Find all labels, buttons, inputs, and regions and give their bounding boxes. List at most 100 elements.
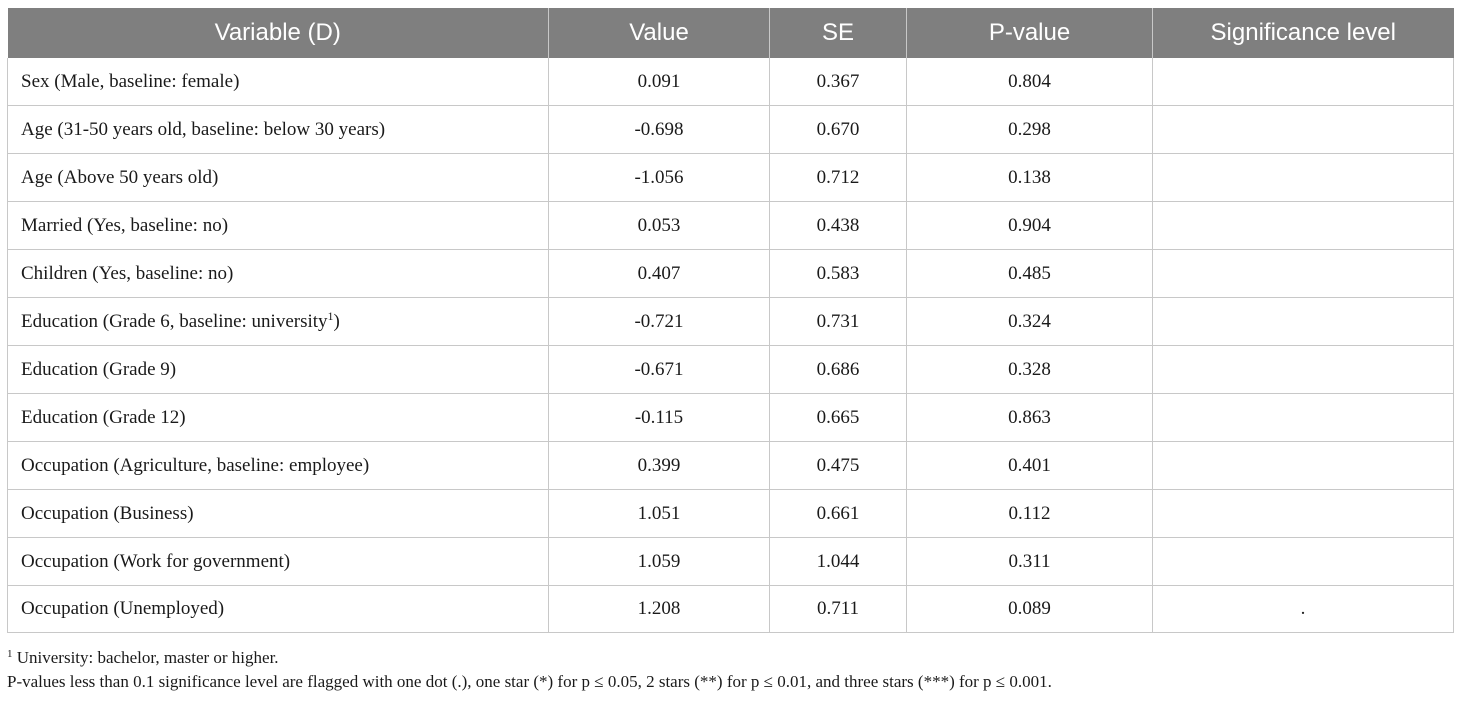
cell-value: -0.698 [548, 105, 770, 154]
variable-label: Education (Grade 9) [21, 358, 177, 380]
cell-p-value: 0.112 [906, 489, 1153, 538]
table-header: Variable (D) Value SE P-value Significan… [7, 8, 1454, 58]
cell-significance [1152, 297, 1454, 346]
table-row: Occupation (Agriculture, baseline: emplo… [7, 441, 1454, 490]
cell-variable: Occupation (Work for government) [7, 537, 549, 586]
header-se: SE [769, 8, 907, 58]
cell-se: 0.438 [769, 201, 907, 250]
table-row: Age (Above 50 years old) -1.056 0.712 0.138 [7, 153, 1454, 202]
cell-value: 1.208 [548, 585, 770, 633]
cell-value: -1.056 [548, 153, 770, 202]
table-body: Sex (Male, baseline: female) 0.091 0.367 0.… [7, 58, 1454, 633]
cell-value: 0.399 [548, 441, 770, 490]
cell-value: 0.053 [548, 201, 770, 250]
cell-p-value: 0.904 [906, 201, 1153, 250]
cell-p-value: 0.138 [906, 153, 1153, 202]
cell-value: 1.051 [548, 489, 770, 538]
cell-value: -0.671 [548, 345, 770, 394]
cell-variable: Occupation (Unemployed) [7, 585, 549, 633]
cell-significance [1152, 393, 1454, 442]
cell-p-value: 0.311 [906, 537, 1153, 586]
cell-significance [1152, 441, 1454, 490]
cell-variable: Occupation (Business) [7, 489, 549, 538]
cell-variable: Children (Yes, baseline: no) [7, 249, 549, 298]
table-row: Occupation (Work for government) 1.059 1.0… [7, 537, 1454, 586]
cell-se: 0.583 [769, 249, 907, 298]
table-row: Age (31-50 years old, baseline: below 30… [7, 105, 1454, 154]
cell-significance [1152, 105, 1454, 154]
cell-p-value: 0.324 [906, 297, 1153, 346]
cell-se: 0.670 [769, 105, 907, 154]
header-variable: Variable (D) [7, 8, 549, 58]
cell-value: 0.407 [548, 249, 770, 298]
table-row: Sex (Male, baseline: female) 0.091 0.367 0.… [7, 58, 1454, 106]
variable-label: Education (Grade 6, baseline: university [21, 310, 328, 332]
cell-variable: Education (Grade 12) [7, 393, 549, 442]
cell-variable: Education (Grade 9) [7, 345, 549, 394]
cell-significance [1152, 537, 1454, 586]
variable-label: Age (Above 50 years old) [21, 166, 219, 188]
cell-significance [1152, 345, 1454, 394]
variable-label: Sex (Male, baseline: female) [21, 70, 240, 92]
cell-variable: Age (Above 50 years old) [7, 153, 549, 202]
cell-variable: Occupation (Agriculture, baseline: emplo… [7, 441, 549, 490]
cell-p-value: 0.401 [906, 441, 1153, 490]
cell-significance [1152, 489, 1454, 538]
variable-label-suffix: ) [333, 310, 340, 332]
cell-value: 0.091 [548, 58, 770, 106]
cell-se: 0.665 [769, 393, 907, 442]
variable-label: Age (31-50 years old, baseline: below 30… [21, 118, 386, 140]
table-row: Occupation (Business) 1.051 0.661 0.112 [7, 489, 1454, 538]
cell-significance [1152, 249, 1454, 298]
cell-se: 0.475 [769, 441, 907, 490]
cell-value: -0.115 [548, 393, 770, 442]
variable-label: Occupation (Business) [21, 502, 194, 524]
variable-label: Occupation (Unemployed) [21, 598, 225, 619]
variable-label: Occupation (Agriculture, baseline: emplo… [21, 454, 370, 476]
cell-se: 0.367 [769, 58, 907, 106]
header-value: Value [548, 8, 770, 58]
footnote-1-text: University: bachelor, master or higher. [12, 648, 279, 667]
cell-p-value: 0.328 [906, 345, 1153, 394]
variable-label: Married (Yes, baseline: no) [21, 214, 229, 236]
table-row: Occupation (Unemployed) 1.208 0.711 0.089. [7, 585, 1454, 633]
cell-se: 0.686 [769, 345, 907, 394]
cell-p-value: 0.485 [906, 249, 1153, 298]
cell-p-value: 0.804 [906, 58, 1153, 106]
table-footnotes: 1 University: bachelor, master or higher… [7, 646, 1453, 694]
cell-p-value: 0.863 [906, 393, 1153, 442]
header-row: Variable (D) Value SE P-value Significan… [7, 8, 1454, 58]
cell-se: 0.711 [769, 585, 907, 633]
cell-significance [1152, 153, 1454, 202]
footnote-significance: P-values less than 0.1 significance leve… [7, 672, 1052, 691]
cell-se: 1.044 [769, 537, 907, 586]
cell-significance [1152, 58, 1454, 106]
cell-p-value: 0.298 [906, 105, 1153, 154]
cell-variable: Sex (Male, baseline: female) [7, 58, 549, 106]
footnote-marker: 1 [327, 308, 334, 323]
cell-p-value: 0.089 [906, 585, 1153, 633]
variable-label: Education (Grade 12) [21, 406, 186, 428]
cell-significance [1152, 201, 1454, 250]
cell-value: -0.721 [548, 297, 770, 346]
table-row: Children (Yes, baseline: no) 0.407 0.583 0.… [7, 249, 1454, 298]
footnote-1: 1 University: bachelor, master or higher… [7, 646, 1453, 670]
cell-value: 1.059 [548, 537, 770, 586]
cell-significance: . [1152, 585, 1454, 633]
footnote-1-marker: 1 [7, 648, 13, 660]
cell-se: 0.661 [769, 489, 907, 538]
table-row: Married (Yes, baseline: no) 0.053 0.438 0.9… [7, 201, 1454, 250]
table-row: Education (Grade 12) -0.115 0.665 0.863 [7, 393, 1454, 442]
cell-se: 0.731 [769, 297, 907, 346]
cell-variable: Married (Yes, baseline: no) [7, 201, 549, 250]
cell-se: 0.712 [769, 153, 907, 202]
cell-variable: Age (31-50 years old, baseline: below 30… [7, 105, 549, 154]
header-p-value: P-value [906, 8, 1153, 58]
variable-label: Occupation (Work for government) [21, 550, 291, 572]
regression-results-table: Variable (D) Value SE P-value Significan… [7, 8, 1454, 633]
cell-variable: Education (Grade 6, baseline: university… [7, 297, 549, 346]
variable-label: Children (Yes, baseline: no) [21, 262, 234, 284]
table-row: Education (Grade 6, baseline: university… [7, 297, 1454, 346]
results-table-container: Variable (D) Value SE P-value Significan… [7, 8, 1454, 633]
table-row: Education (Grade 9) -0.671 0.686 0.328 [7, 345, 1454, 394]
